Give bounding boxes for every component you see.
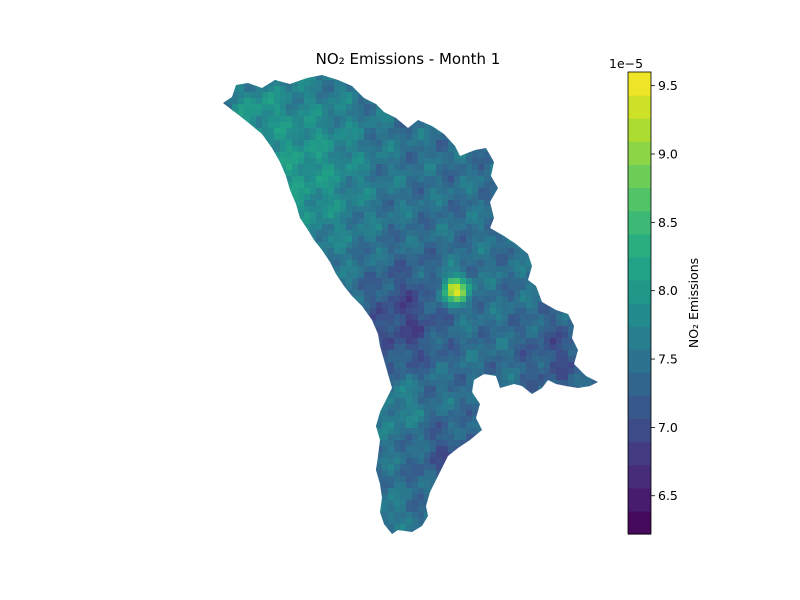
colorbar-band bbox=[628, 464, 651, 489]
colorbar-band bbox=[628, 95, 651, 119]
colorbar-band bbox=[628, 510, 651, 535]
emissions-map bbox=[223, 75, 598, 534]
colorbar: 6.5 7.0 7.5 8.0 8.5 9.0 9.5 1e−5 NO₂ Emissions bbox=[609, 56, 701, 535]
colorbar-offset-label: 1e−5 bbox=[609, 56, 643, 71]
colorbar-tick-label: 8.5 bbox=[658, 215, 678, 230]
colorbar-band bbox=[628, 118, 651, 142]
colorbar-band bbox=[628, 441, 651, 466]
colorbar-bands bbox=[628, 72, 651, 535]
colorbar-tick-label: 7.5 bbox=[658, 352, 678, 367]
colorbar-band bbox=[628, 187, 651, 212]
colorbar-tick-label: 9.5 bbox=[658, 78, 678, 93]
colorbar-band bbox=[628, 141, 651, 165]
colorbar-band bbox=[628, 418, 651, 443]
colorbar-band bbox=[628, 210, 651, 235]
colorbar-band bbox=[628, 256, 651, 281]
colorbar-tick-label: 9.0 bbox=[658, 147, 678, 162]
colorbar-label: NO₂ Emissions bbox=[686, 258, 701, 348]
colorbar-band bbox=[628, 279, 651, 304]
colorbar-band bbox=[628, 303, 651, 327]
colorbar-tick-label: 6.5 bbox=[658, 488, 678, 503]
colorbar-band bbox=[628, 487, 651, 512]
colorbar-frame bbox=[627, 71, 652, 535]
colorbar-band bbox=[628, 326, 651, 350]
colorbar-band bbox=[628, 72, 651, 96]
colorbar-band bbox=[628, 349, 651, 373]
colorbar-band bbox=[628, 372, 651, 396]
colorbar-ticks: 6.5 7.0 7.5 8.0 8.5 9.0 9.5 bbox=[651, 78, 678, 503]
colorbar-tick-label: 7.0 bbox=[658, 420, 678, 435]
colorbar-band bbox=[628, 164, 651, 189]
plot-title: NO₂ Emissions - Month 1 bbox=[316, 50, 501, 68]
colorbar-tick-label: 8.0 bbox=[658, 283, 678, 298]
colorbar-band bbox=[628, 395, 651, 420]
colorbar-band bbox=[628, 233, 651, 258]
